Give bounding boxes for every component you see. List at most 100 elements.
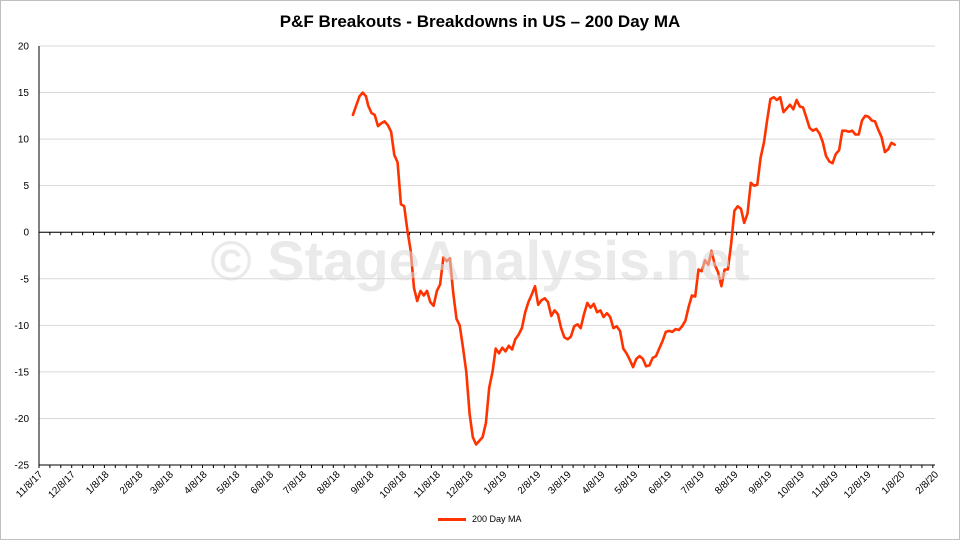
- chart-title: P&F Breakouts - Breakdowns in US – 200 D…: [279, 12, 681, 31]
- y-tick-label: -20: [15, 414, 30, 425]
- data-point: [658, 347, 661, 350]
- data-point: [645, 365, 647, 368]
- data-point: [409, 249, 412, 252]
- data-point: [596, 311, 598, 314]
- data-point: [812, 129, 814, 132]
- y-tick-label: -15: [15, 367, 30, 378]
- data-point: [792, 108, 795, 111]
- x-tick-label: 12/8/18: [444, 469, 476, 501]
- data-point: [403, 205, 406, 208]
- y-tick-label: -25: [15, 461, 30, 472]
- data-point: [504, 350, 507, 353]
- data-point: [723, 268, 726, 271]
- data-point: [543, 297, 546, 300]
- data-point: [481, 436, 484, 438]
- data-point: [471, 436, 474, 438]
- x-tick-label: 12/8/17: [46, 469, 78, 501]
- data-point: [373, 114, 376, 116]
- data-point: [687, 305, 690, 308]
- data-point: [782, 111, 785, 113]
- data-point: [861, 119, 863, 122]
- data-point: [733, 209, 736, 212]
- data-point: [579, 327, 582, 329]
- data-point: [422, 294, 425, 297]
- data-point: [458, 324, 461, 327]
- x-tick-label: 2/8/20: [914, 469, 942, 497]
- data-point: [455, 317, 458, 320]
- data-point: [805, 116, 808, 119]
- data-point: [821, 141, 824, 143]
- data-point: [740, 208, 742, 210]
- data-point: [560, 327, 562, 329]
- data-point: [736, 205, 739, 208]
- data-point: [619, 330, 621, 332]
- data-point: [841, 129, 844, 132]
- data-point: [530, 293, 533, 296]
- data-point: [628, 358, 631, 361]
- data-point: [753, 184, 755, 187]
- legend-label: 200 Day MA: [471, 514, 522, 524]
- data-point: [498, 352, 500, 355]
- data-point: [700, 270, 703, 273]
- data-point: [870, 119, 873, 122]
- data-point: [462, 346, 464, 349]
- data-point: [365, 95, 367, 98]
- data-point: [710, 249, 713, 252]
- data-point: [361, 91, 364, 94]
- x-tick-label: 12/8/19: [842, 469, 874, 501]
- data-point: [655, 355, 657, 357]
- x-tick-label: 1/8/20: [880, 469, 908, 497]
- data-point: [452, 291, 455, 294]
- data-point: [635, 358, 638, 360]
- data-point: [599, 309, 602, 312]
- data-point: [795, 99, 798, 101]
- x-tick-label: 6/8/19: [647, 469, 675, 497]
- x-tick-label: 1/8/19: [482, 469, 510, 497]
- x-tick-label: 5/8/18: [215, 469, 243, 497]
- legend: 200 Day MA: [0, 514, 960, 524]
- data-point: [439, 283, 441, 286]
- data-point: [609, 316, 612, 318]
- data-point: [694, 295, 697, 298]
- data-point: [877, 128, 880, 131]
- x-tick-label: 11/8/19: [810, 469, 841, 500]
- data-point: [671, 331, 674, 333]
- data-point: [377, 125, 379, 127]
- y-tick-label: 15: [18, 88, 30, 99]
- x-tick-label: 4/8/19: [580, 469, 608, 497]
- x-tick-label: 1/8/18: [84, 469, 112, 497]
- data-point: [413, 287, 415, 289]
- data-point: [713, 263, 716, 266]
- data-point: [704, 259, 706, 262]
- data-point: [880, 136, 883, 139]
- data-point: [684, 319, 687, 322]
- data-point: [576, 323, 579, 326]
- data-point: [642, 358, 644, 360]
- data-point: [355, 104, 358, 107]
- data-point: [514, 338, 517, 341]
- data-point: [844, 129, 847, 132]
- data-point: [547, 301, 549, 303]
- y-tick-label: -5: [20, 274, 29, 285]
- x-tick-label: 8/8/18: [315, 469, 343, 497]
- data-point: [818, 132, 821, 135]
- data-point: [540, 299, 543, 302]
- data-point: [573, 325, 576, 328]
- data-point: [632, 366, 634, 369]
- data-point: [527, 301, 530, 303]
- data-point: [449, 257, 451, 260]
- data-point: [717, 271, 719, 274]
- x-tick-label: 9/8/18: [349, 469, 377, 497]
- data-point: [638, 355, 641, 357]
- data-point: [848, 130, 850, 133]
- data-point: [537, 303, 540, 306]
- data-point: [429, 301, 432, 303]
- data-point: [884, 151, 886, 154]
- data-point: [756, 183, 759, 186]
- data-point: [648, 364, 651, 367]
- data-point: [674, 328, 677, 330]
- data-point: [789, 103, 791, 106]
- data-point: [893, 143, 896, 146]
